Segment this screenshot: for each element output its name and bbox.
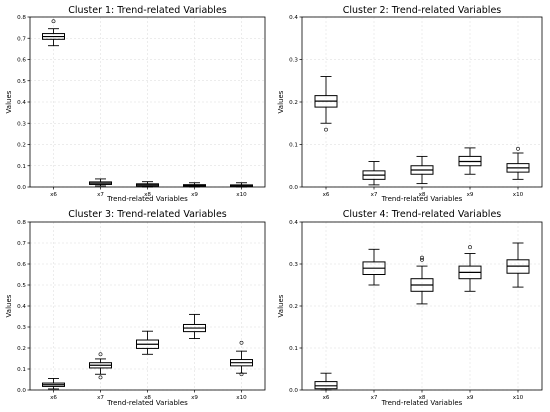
y-tick-label: 0.0 xyxy=(17,388,26,394)
y-tick-label: 0.7 xyxy=(17,36,26,42)
axes-frame xyxy=(29,221,266,391)
box-x7 xyxy=(362,161,386,186)
x-tick-label: x8 xyxy=(419,395,426,401)
y-tick-label: 0.4 xyxy=(17,304,26,310)
cluster-2-title: Cluster 2: Trend-related Variables xyxy=(343,5,502,16)
box-x10 xyxy=(230,182,253,188)
x-tick-label: x9 xyxy=(467,395,474,401)
box-x9 xyxy=(458,147,482,175)
box-x8 xyxy=(410,255,434,305)
x-tick-label: x9 xyxy=(191,395,198,401)
x-tick-label: x8 xyxy=(144,395,151,401)
box-x10 xyxy=(506,146,530,180)
box-x8 xyxy=(136,330,159,355)
box-x10 xyxy=(230,340,253,377)
y-tick-label: 0.0 xyxy=(289,388,298,394)
cluster-4-xlabel: Trend-related Variables xyxy=(381,399,463,407)
y-tick-label: 0.2 xyxy=(17,143,26,149)
x-tick-label: x10 xyxy=(236,192,247,198)
cluster-1-ylabel: Values xyxy=(5,90,13,113)
box-x9 xyxy=(183,313,206,339)
x-tick-label: x7 xyxy=(371,192,378,198)
x-tick-label: x10 xyxy=(513,395,524,401)
x-tick-label: x8 xyxy=(144,192,151,198)
cluster-2-xlabel: Trend-related Variables xyxy=(381,195,463,203)
x-tick-label: x8 xyxy=(419,192,426,198)
outlier-point xyxy=(516,146,520,151)
cluster-2-ylabel: Values xyxy=(277,90,285,113)
axes-frame xyxy=(301,221,543,391)
y-tick-label: 0.1 xyxy=(289,143,298,149)
cluster-1-xlabel: Trend-related Variables xyxy=(106,195,188,203)
y-tick-label: 0.3 xyxy=(289,58,298,64)
cluster-1-title: Cluster 1: Trend-related Variables xyxy=(68,5,227,16)
outlier-point xyxy=(420,257,424,262)
outlier-point xyxy=(98,375,103,380)
box-x6 xyxy=(314,372,338,391)
y-tick-label: 0.3 xyxy=(289,262,298,268)
x-tick-label: x7 xyxy=(371,395,378,401)
cluster-1-panel: Cluster 1: Trend-related Variables Value… xyxy=(5,5,266,203)
y-tick-label: 0.1 xyxy=(289,346,298,352)
box-x6 xyxy=(42,378,65,390)
axes-frame xyxy=(301,16,543,188)
y-tick-label: 0.8 xyxy=(17,220,26,226)
box-x10 xyxy=(506,242,530,288)
outlier-point xyxy=(98,352,103,357)
y-tick-label: 0.3 xyxy=(17,325,26,331)
box-x9 xyxy=(458,245,482,292)
cluster-2-panel: Cluster 2: Trend-related Variables Value… xyxy=(277,5,543,203)
y-tick-label: 0.8 xyxy=(17,15,26,21)
y-tick-label: 0.1 xyxy=(17,164,26,170)
cluster-4-title: Cluster 4: Trend-related Variables xyxy=(343,209,502,220)
y-tick-label: 0.0 xyxy=(289,185,298,191)
box-x9 xyxy=(183,182,206,188)
x-tick-label: x10 xyxy=(236,395,247,401)
cluster-3-panel: Cluster 3: Trend-related Variables Value… xyxy=(5,209,266,407)
box-x6 xyxy=(42,19,65,47)
cluster-3-ylabel: Values xyxy=(5,294,13,317)
x-tick-label: x6 xyxy=(50,192,57,198)
y-tick-label: 0.6 xyxy=(17,58,26,64)
y-tick-label: 0.4 xyxy=(289,220,298,226)
x-tick-label: x10 xyxy=(513,192,524,198)
y-tick-label: 0.7 xyxy=(17,241,26,247)
x-tick-label: x9 xyxy=(467,192,474,198)
box-x7 xyxy=(362,248,386,286)
cluster-4-ylabel: Values xyxy=(277,294,285,317)
x-tick-label: x6 xyxy=(323,395,330,401)
outlier-point xyxy=(420,255,424,260)
box-x8 xyxy=(410,155,434,185)
box-x8 xyxy=(136,181,159,188)
y-tick-label: 0.5 xyxy=(17,283,26,289)
box-x7 xyxy=(89,352,112,380)
x-tick-label: x6 xyxy=(50,395,57,401)
y-tick-label: 0.5 xyxy=(17,79,26,85)
cluster-3-xlabel: Trend-related Variables xyxy=(106,399,188,407)
outlier-point xyxy=(239,372,244,377)
box-x6 xyxy=(314,76,338,132)
cluster-4-panel: Cluster 4: Trend-related Variables Value… xyxy=(277,209,543,407)
x-tick-label: x7 xyxy=(97,395,104,401)
x-tick-label: x7 xyxy=(97,192,104,198)
y-tick-label: 0.4 xyxy=(17,100,26,106)
x-tick-label: x9 xyxy=(191,192,198,198)
outlier-point xyxy=(51,19,56,24)
outlier-point xyxy=(324,127,328,132)
cluster-3-title: Cluster 3: Trend-related Variables xyxy=(68,209,227,220)
outlier-point xyxy=(468,245,472,250)
iqr-box xyxy=(314,381,338,390)
y-tick-label: 0.1 xyxy=(17,367,26,373)
y-tick-label: 0.2 xyxy=(17,346,26,352)
y-tick-label: 0.0 xyxy=(17,185,26,191)
y-tick-label: 0.2 xyxy=(289,100,298,106)
outlier-point xyxy=(239,340,244,345)
box-x7 xyxy=(89,178,112,187)
y-tick-label: 0.6 xyxy=(17,262,26,268)
y-tick-label: 0.3 xyxy=(17,121,26,127)
y-tick-label: 0.2 xyxy=(289,304,298,310)
x-tick-label: x6 xyxy=(323,192,330,198)
y-tick-label: 0.4 xyxy=(289,15,298,21)
